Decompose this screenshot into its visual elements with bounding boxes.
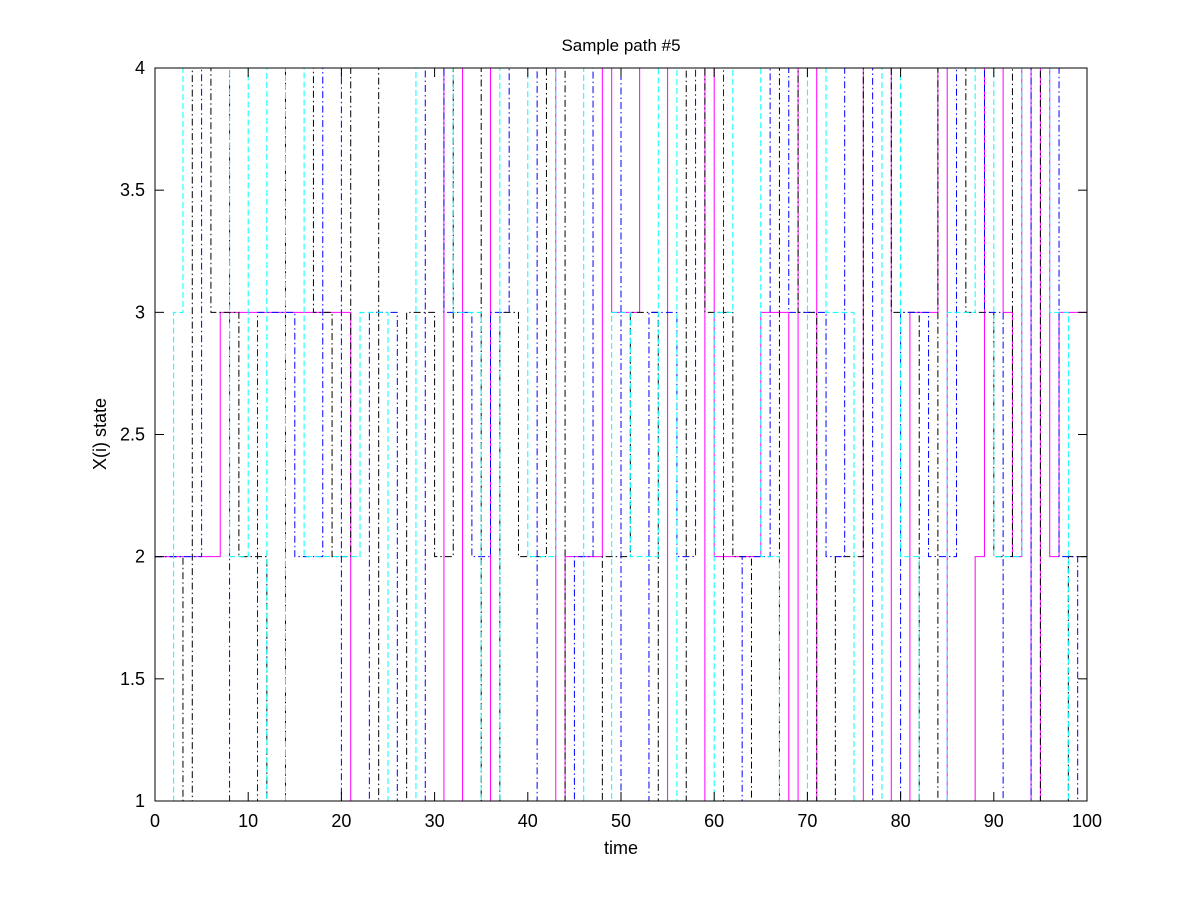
y-tick-label: 3.5 [120,180,145,200]
x-tick-label: 40 [518,811,538,831]
x-axis: 0 10 20 30 40 50 60 70 80 90 100 [150,68,1102,831]
y-tick-label: 3 [135,302,145,322]
chart-title: Sample path #5 [561,36,680,55]
y-axis: 1 1.5 2 2.5 3 3.5 4 [120,58,1087,811]
y-tick-label: 4 [135,58,145,78]
x-tick-label: 70 [797,811,817,831]
x-tick-label: 10 [238,811,258,831]
x-tick-label: 20 [331,811,351,831]
x-tick-label: 0 [150,811,160,831]
x-tick-label: 50 [611,811,631,831]
y-axis-label: X(i) state [90,398,110,470]
y-tick-label: 2.5 [120,425,145,445]
x-tick-label: 100 [1072,811,1102,831]
x-axis-label: time [604,838,638,858]
x-tick-label: 80 [891,811,911,831]
x-tick-label: 90 [984,811,1004,831]
x-tick-label: 60 [704,811,724,831]
y-tick-label: 1.5 [120,669,145,689]
y-tick-label: 1 [135,791,145,811]
x-tick-label: 30 [425,811,445,831]
y-tick-label: 2 [135,547,145,567]
